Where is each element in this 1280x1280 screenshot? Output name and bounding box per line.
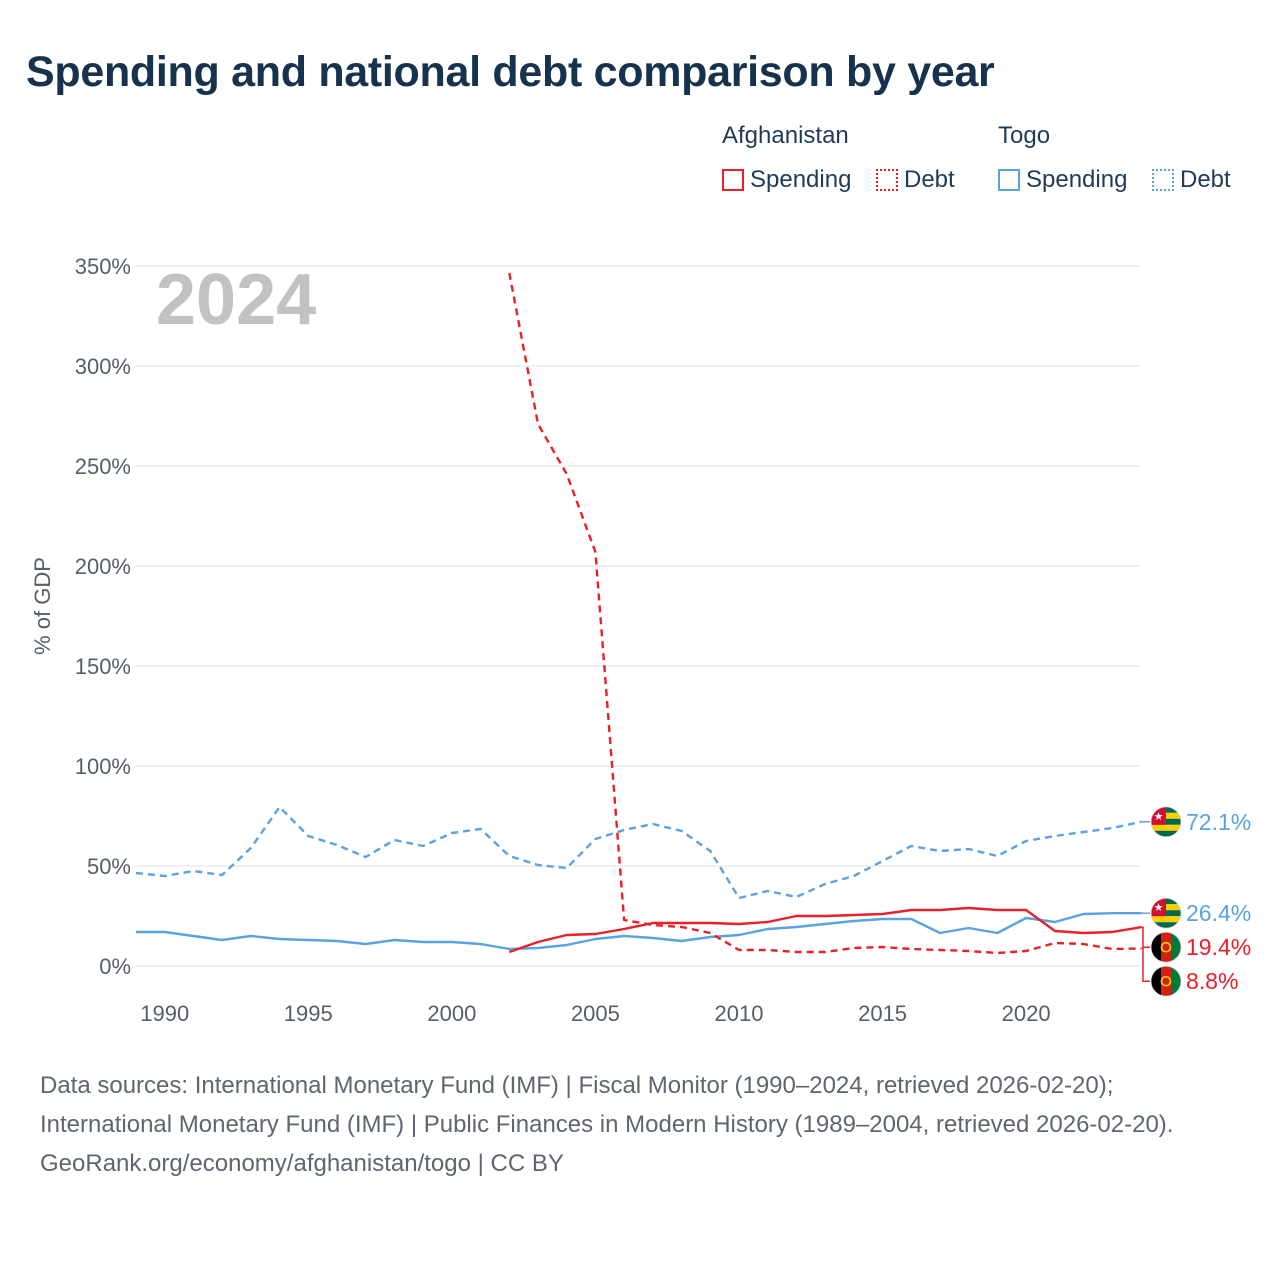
afghanistan-flag-icon [1150,931,1182,963]
legend-swatch-dotted-icon [876,169,898,191]
x-tick-label: 2005 [571,1001,620,1026]
y-axis-ticks: 0% 50% 100% 150% 200% 250% 300% 350% [75,254,131,979]
y-tick-label: 200% [75,554,131,579]
legend-item-togo-spending[interactable]: Spending [998,166,1127,194]
end-value-label: 72.1% [1186,809,1251,835]
x-tick-label: 1995 [284,1001,333,1026]
svg-text:★: ★ [1154,811,1164,823]
gridlines [136,265,1141,967]
afghanistan-flag-icon [1150,965,1182,997]
legend-swatch-solid-icon [998,169,1020,191]
page-title: Spending and national debt comparison by… [26,48,995,96]
legend-item-label: Spending [1026,166,1128,193]
legend-swatch-dotted-icon [1152,169,1174,191]
y-tick-label: 0% [99,954,131,979]
x-tick-label: 2010 [715,1001,764,1026]
legend-item-label: Debt [904,166,955,193]
x-tick-label: 2000 [427,1001,476,1026]
legend-item-afghanistan-debt[interactable]: Debt [876,166,955,194]
x-tick-label: 2015 [858,1001,907,1026]
series-line-afghanistan-debt [508,272,1142,955]
line-chart: 0% 50% 100% 150% 200% 250% 300% 350% 1990 1995 20… [30,254,1251,1026]
legend-group-title-togo: Togo [998,122,1051,149]
end-markers: ★ 72.1% ★ 26.4% 19.4% 8.8% [1141,806,1251,997]
leader-line [1141,947,1150,982]
end-value-label: 8.8% [1186,968,1238,994]
y-tick-label: 250% [75,454,131,479]
series-line-afghanistan-spending [508,906,1142,954]
x-axis-ticks: 1990 1995 2000 2005 2010 2015 2020 [140,1001,1050,1026]
legend-item-togo-debt[interactable]: Debt [1152,166,1231,194]
legend-swatch-solid-icon [722,169,744,191]
y-tick-label: 350% [75,254,131,279]
series-lines [135,272,1142,955]
y-tick-label: 50% [87,854,131,879]
svg-text:★: ★ [1154,902,1164,914]
togo-flag-icon: ★ [1150,806,1182,838]
data-sources: Data sources: International Monetary Fun… [40,1072,1174,1138]
footer: Data sources: International Monetary Fun… [40,1066,1240,1183]
legend: Afghanistan Spending Debt Togo Spending … [722,122,1262,202]
credit-line: GeoRank.org/economy/afghanistan/togo | C… [40,1150,564,1177]
x-tick-label: 1990 [140,1001,189,1026]
leader-line [1141,926,1150,948]
end-value-label: 26.4% [1186,900,1251,926]
series-line-togo-spending [136,912,1141,951]
x-tick-label: 2020 [1002,1001,1051,1026]
y-tick-label: 150% [75,654,131,679]
y-tick-label: 300% [75,354,131,379]
series-line-togo-debt [135,805,1142,900]
end-value-label: 19.4% [1186,934,1251,960]
y-tick-label: 100% [75,754,131,779]
legend-item-afghanistan-spending[interactable]: Spending [722,166,851,194]
legend-group-title-afghanistan: Afghanistan [722,122,849,149]
year-watermark: 2024 [156,260,316,340]
legend-item-label: Debt [1180,166,1231,193]
legend-item-label: Spending [750,166,852,193]
togo-flag-icon: ★ [1150,897,1182,929]
y-axis-label: % of GDP [30,557,55,655]
